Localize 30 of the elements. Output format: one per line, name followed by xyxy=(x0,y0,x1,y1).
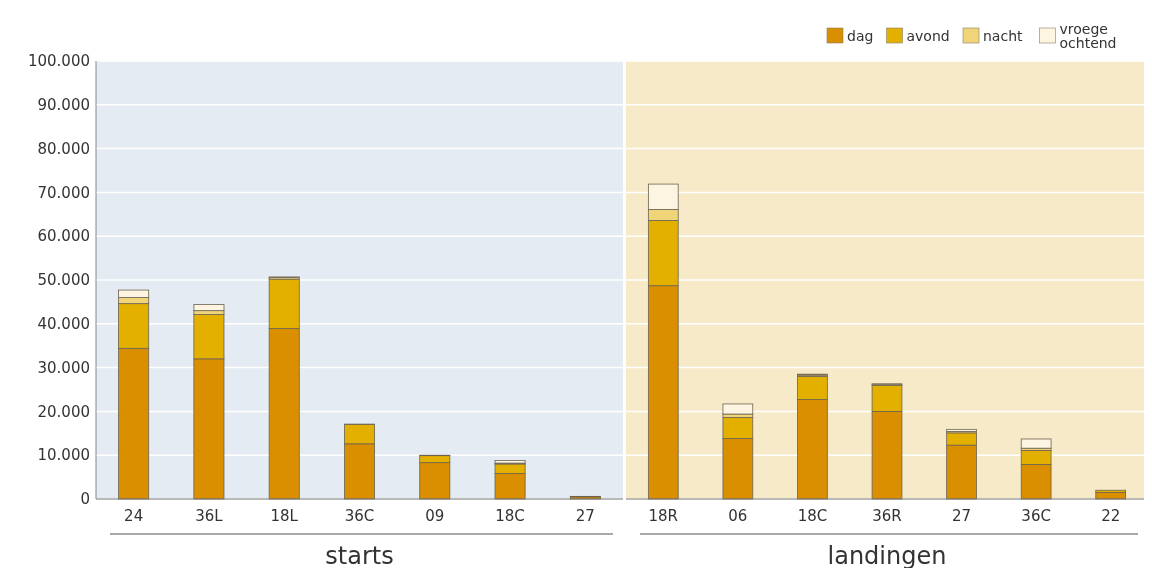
y-tick-label: 90.000 xyxy=(37,96,90,115)
x-tick-label: 09 xyxy=(425,507,445,525)
y-tick-label: 100.000 xyxy=(27,52,90,71)
y-tick-label: 10.000 xyxy=(37,446,90,465)
x-tick-label: 18L xyxy=(270,507,299,525)
x-tick-label: 18C xyxy=(797,507,828,525)
y-tick-label: 80.000 xyxy=(37,139,90,158)
y-tick-label: 30.000 xyxy=(37,358,90,377)
x-tick-label: 36C xyxy=(344,507,375,525)
x-tick-label: 18C xyxy=(495,507,525,525)
y-tick-label: 0 xyxy=(80,490,90,509)
x-tick-label: 24 xyxy=(124,507,144,525)
x-tick-label: 22 xyxy=(1101,507,1121,525)
x-tick-label: 27 xyxy=(952,507,972,525)
x-tick-label: 36L xyxy=(195,507,224,525)
x-axis-title: starts xyxy=(325,542,394,568)
y-tick-label: 60.000 xyxy=(37,227,90,246)
x-tick-label: 18R xyxy=(648,507,679,525)
y-tick-label: 70.000 xyxy=(37,183,90,202)
legend-label: dag xyxy=(847,27,874,44)
legend-label: nacht xyxy=(983,27,1024,44)
x-tick-label: 36R xyxy=(872,507,902,525)
y-tick-label: 40.000 xyxy=(37,315,90,334)
legend-label: avond xyxy=(906,27,950,44)
y-tick-label: 50.000 xyxy=(37,271,90,290)
legend-label: vroege ochtend xyxy=(1059,20,1117,51)
y-tick-label: 20.000 xyxy=(37,402,90,421)
x-tick-label: 36C xyxy=(1021,507,1051,525)
x-tick-label: 27 xyxy=(575,507,595,525)
x-tick-label: 06 xyxy=(728,507,748,525)
